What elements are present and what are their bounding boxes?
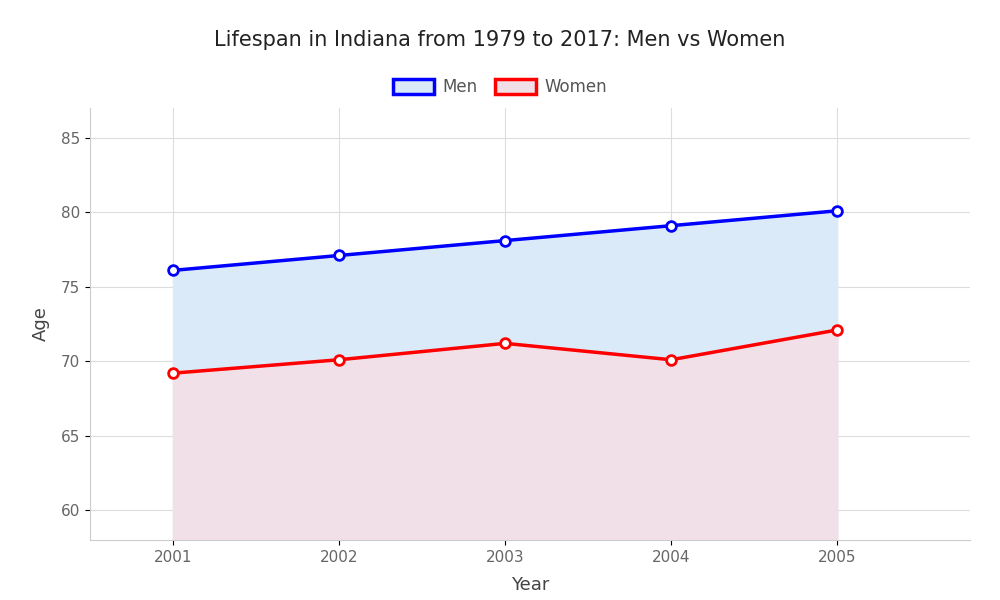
Text: Lifespan in Indiana from 1979 to 2017: Men vs Women: Lifespan in Indiana from 1979 to 2017: M… <box>214 30 786 50</box>
Legend: Men, Women: Men, Women <box>386 71 614 103</box>
X-axis label: Year: Year <box>511 576 549 594</box>
Y-axis label: Age: Age <box>32 307 50 341</box>
